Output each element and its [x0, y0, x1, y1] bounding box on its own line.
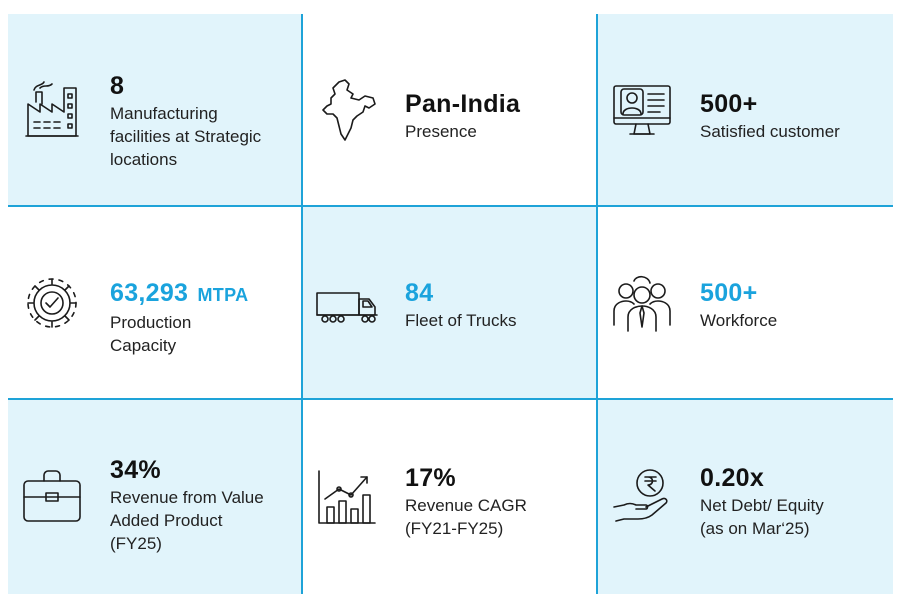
rupee-hand-icon [612, 465, 672, 529]
stats-grid: 8 Manufacturing facilities at Strategic … [8, 14, 893, 594]
stat-value: 0.20x [700, 464, 765, 492]
stat-card-fleet: 84 Fleet of Trucks [303, 207, 598, 400]
stat-card-presence: Pan-India Presence [303, 14, 598, 207]
stat-label: Net Debt/ Equity (as on Mar‘25) [700, 496, 824, 538]
workforce-icon [612, 271, 672, 335]
customer-monitor-icon [612, 78, 672, 142]
stat-card-debt-equity: 0.20x Net Debt/ Equity (as on Mar‘25) [598, 400, 893, 594]
stat-card-cagr: 17% Revenue CAGR (FY21-FY25) [303, 400, 598, 594]
stat-value: Pan-India [405, 90, 521, 118]
stat-value: 63,293 MTPA [110, 279, 293, 309]
stat-label: Workforce [700, 311, 778, 330]
factory-icon [22, 78, 82, 142]
stat-label: Production Capacity [110, 313, 192, 355]
capacity-number: 63,293 [110, 279, 189, 307]
stat-label: Fleet of Trucks [405, 311, 517, 330]
stat-card-manufacturing: 8 Manufacturing facilities at Strategic … [8, 14, 303, 207]
stat-label: Satisfied customer [700, 122, 840, 141]
growth-chart-icon [317, 465, 377, 529]
stat-label: Presence [405, 122, 477, 141]
stat-value: 500+ [700, 90, 758, 118]
stat-label: Revenue from Value Added Product (FY25) [110, 488, 264, 553]
india-map-icon [317, 78, 377, 142]
stat-card-capacity: 63,293 MTPA Production Capacity [8, 207, 303, 400]
capacity-unit: MTPA [197, 285, 249, 305]
stat-label: Manufacturing facilities at Strategic lo… [110, 104, 262, 169]
stat-label: Revenue CAGR (FY21-FY25) [405, 496, 527, 538]
truck-icon [316, 271, 378, 335]
stat-card-customers: 500+ Satisfied customer [598, 14, 893, 207]
stat-card-workforce: 500+ Workforce [598, 207, 893, 400]
stat-value: 34% [110, 456, 161, 484]
stat-value: 500+ [700, 279, 758, 307]
stat-value: 84 [405, 279, 434, 307]
stat-card-value-added: 34% Revenue from Value Added Product (FY… [8, 400, 303, 594]
gear-check-icon [22, 271, 82, 335]
stat-value: 8 [110, 72, 125, 100]
briefcase-icon [22, 465, 82, 529]
stat-value: 17% [405, 464, 456, 492]
